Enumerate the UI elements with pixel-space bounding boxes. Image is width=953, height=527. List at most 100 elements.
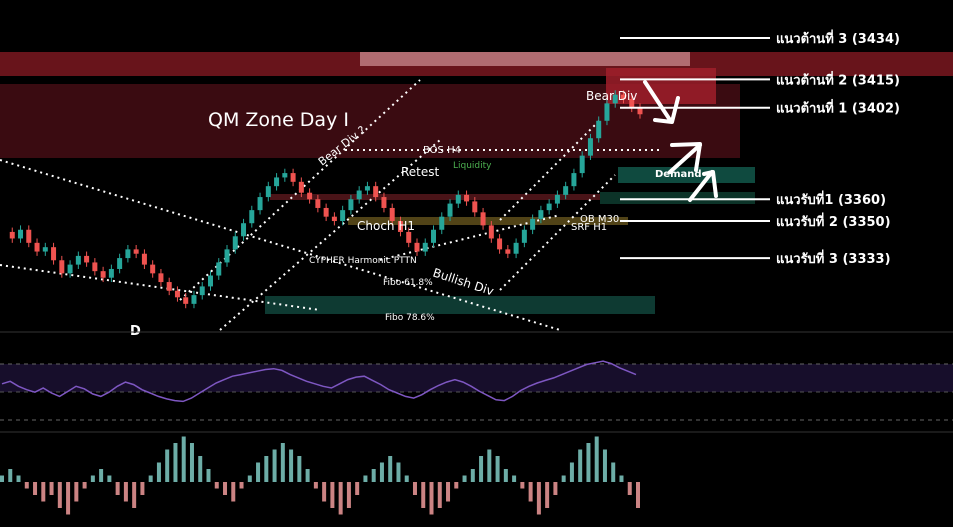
- histogram-bar: [569, 462, 574, 482]
- histogram-bar: [586, 443, 591, 482]
- support-zone-2: [600, 192, 755, 204]
- histogram-bar: [627, 482, 632, 495]
- resistance-zone-upper-light: [360, 52, 690, 66]
- candle-body: [84, 255, 90, 263]
- candle-body: [290, 173, 296, 182]
- liquidity-label: Liquidity: [453, 161, 492, 171]
- histogram-bar: [322, 482, 327, 502]
- histogram-bar: [545, 482, 550, 508]
- fibo-618-label: Fibo 61.8%: [383, 278, 433, 288]
- forecast-arrows: [643, 80, 718, 202]
- candle-body: [224, 249, 230, 263]
- candle-body: [455, 194, 461, 204]
- histogram-bar: [487, 449, 492, 482]
- candle-body: [34, 242, 40, 252]
- histogram-bar: [8, 469, 13, 482]
- histogram: [0, 436, 640, 515]
- histogram-bar: [503, 469, 508, 482]
- histogram-bar: [247, 475, 252, 482]
- level-label-3: แนวรับที่1 (3360): [776, 190, 886, 208]
- histogram-bar: [148, 475, 153, 482]
- fibo-786-label: Fibo 78.6%: [385, 313, 435, 323]
- candle-body: [232, 236, 238, 250]
- bos-h4-label: BOS H4: [423, 145, 461, 156]
- candle-body: [340, 210, 346, 222]
- candle-body: [620, 94, 626, 99]
- fibo-zone: [265, 296, 655, 314]
- histogram-bar: [528, 482, 533, 502]
- histogram-bar: [74, 482, 79, 502]
- histogram-bar: [454, 482, 459, 489]
- candle-body: [447, 203, 453, 217]
- candle-body: [472, 201, 478, 213]
- srf-h1-label: SRF H1: [571, 222, 607, 233]
- candle-body: [92, 262, 98, 272]
- histogram-bar: [66, 482, 71, 515]
- histogram-bar: [181, 436, 186, 482]
- histogram-bar: [446, 482, 451, 502]
- histogram-bar: [264, 456, 269, 482]
- histogram-bar: [231, 482, 236, 502]
- histogram-bar: [479, 456, 484, 482]
- candle-body: [241, 223, 247, 237]
- histogram-bar: [396, 462, 401, 482]
- ob-zone: [348, 217, 628, 225]
- level-label-0: แนวต้านที่ 3 (3434): [776, 29, 900, 47]
- histogram-bar: [495, 456, 500, 482]
- candles: [9, 90, 643, 309]
- candle-body: [464, 194, 470, 202]
- candle-body: [191, 295, 197, 304]
- bullish-div-label: Bullish Div: [431, 266, 495, 299]
- histogram-bar: [512, 475, 517, 482]
- candle-body: [348, 199, 354, 211]
- candle-body: [51, 247, 57, 261]
- candle-body: [480, 212, 486, 226]
- candle-body: [364, 186, 370, 191]
- qm-zone-label: QM Zone Day I: [208, 109, 349, 131]
- candle-body: [629, 98, 635, 108]
- candle-body: [18, 229, 24, 239]
- histogram-bar: [223, 482, 228, 495]
- candle-body: [307, 192, 313, 200]
- histogram-bar: [0, 475, 4, 482]
- histogram-bar: [16, 475, 21, 482]
- histogram-bar: [99, 469, 104, 482]
- candle-body: [554, 194, 560, 204]
- histogram-bar: [330, 482, 335, 508]
- histogram-bar: [470, 469, 475, 482]
- histogram-bar: [602, 449, 607, 482]
- histogram-bar: [140, 482, 145, 495]
- candle-body: [133, 249, 139, 254]
- candle-body: [488, 225, 494, 239]
- histogram-bar: [388, 456, 393, 482]
- histogram-bar: [363, 475, 368, 482]
- candle-body: [587, 138, 593, 156]
- candle-body: [141, 253, 147, 265]
- candle-body: [530, 218, 536, 230]
- histogram-bar: [371, 469, 376, 482]
- histogram-bar: [437, 482, 442, 508]
- candle-body: [331, 216, 337, 222]
- histogram-bar: [57, 482, 62, 508]
- histogram-bar: [189, 443, 194, 482]
- candle-body: [274, 177, 280, 187]
- level-label-1: แนวต้านที่ 2 (3415): [776, 70, 900, 88]
- candle-body: [431, 229, 437, 243]
- histogram-bar: [24, 482, 29, 489]
- candle-body: [356, 190, 362, 200]
- candle-body: [414, 242, 420, 252]
- candle-body: [381, 197, 387, 208]
- candle-body: [579, 155, 585, 174]
- cypher-label: CYPHER Harmonic PTTN: [309, 256, 417, 266]
- candle-body: [637, 107, 643, 115]
- histogram-bar: [611, 462, 616, 482]
- histogram-bar: [289, 449, 294, 482]
- histogram-bar: [578, 449, 583, 482]
- candle-body: [67, 264, 73, 274]
- candle-body: [216, 262, 222, 276]
- histogram-bar: [553, 482, 558, 495]
- demand-label: Demand: [655, 169, 702, 180]
- candle-body: [538, 210, 544, 219]
- candle-body: [117, 258, 123, 269]
